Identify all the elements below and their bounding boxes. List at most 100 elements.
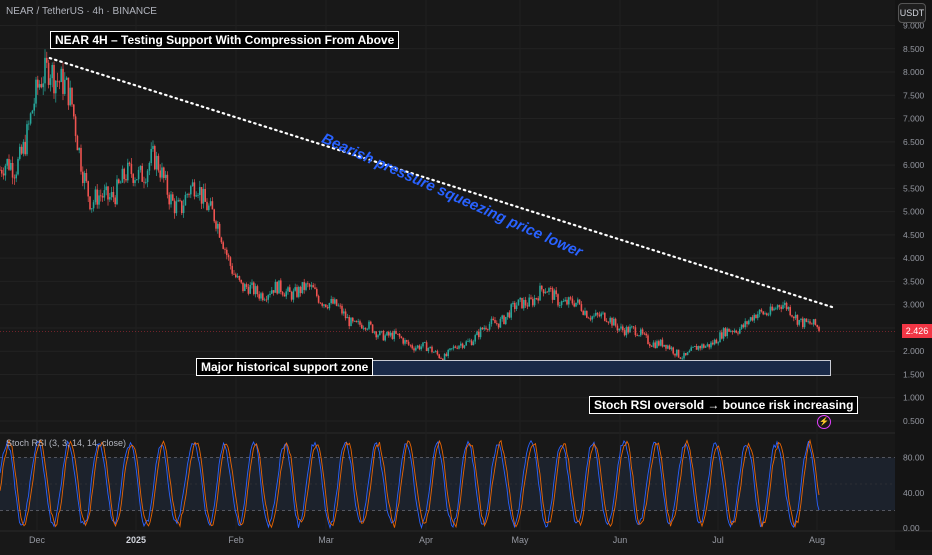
candle-body: [413, 348, 415, 351]
candle-body: [337, 305, 340, 307]
candle-body: [454, 346, 457, 348]
candle-body: [688, 350, 691, 353]
candle-body: [604, 312, 606, 321]
candle-body: [181, 200, 183, 214]
candle-body: [478, 331, 480, 338]
candle-body: [562, 301, 565, 303]
lightning-icon[interactable]: ⚡: [817, 415, 831, 429]
candle-body: [94, 189, 97, 203]
candle-body: [197, 195, 199, 196]
candle-body: [492, 318, 494, 320]
candle-body: [580, 304, 583, 311]
candle-body: [251, 282, 253, 286]
rsi-indicator-title[interactable]: Stoch RSI (3, 3, 14, 14, close): [6, 438, 127, 448]
candle-body: [33, 103, 35, 111]
candle-body: [685, 353, 687, 356]
candle-body: [353, 320, 356, 322]
candle-body: [557, 294, 559, 306]
candle-body: [712, 342, 714, 345]
candle-body: [190, 186, 192, 195]
support-annotation[interactable]: Major historical support zone: [196, 358, 374, 376]
candle-body: [148, 163, 151, 171]
candle-body: [179, 200, 181, 202]
candle-body: [748, 320, 750, 325]
candle-body: [80, 147, 82, 172]
candle-body: [409, 344, 412, 346]
candle-body: [247, 286, 250, 294]
price-axis-bg: [895, 0, 932, 550]
candle-body: [26, 124, 28, 155]
candle-body: [544, 291, 547, 294]
candle-body: [596, 312, 599, 315]
candle-body: [388, 331, 390, 336]
candle-body: [449, 348, 451, 350]
candle-body: [622, 326, 624, 331]
candle-body: [573, 303, 575, 307]
candle-body: [321, 303, 323, 306]
candle-body: [343, 311, 345, 314]
candle-body: [758, 309, 761, 315]
candle-body: [677, 349, 680, 358]
current-price-label: 2.426: [902, 324, 932, 338]
candle-body: [564, 299, 566, 302]
candle-body: [13, 177, 16, 179]
candle-body: [91, 208, 93, 210]
candle-body: [11, 162, 14, 178]
candle-body: [404, 340, 406, 344]
candle-body: [694, 346, 696, 347]
candle-body: [494, 319, 496, 324]
candle-body: [560, 301, 563, 306]
candle-body: [136, 179, 138, 181]
candle-body: [402, 338, 404, 344]
candle-body: [793, 316, 795, 319]
candle-body: [429, 346, 431, 349]
candle-body: [229, 257, 232, 266]
candle-body: [391, 332, 394, 339]
candle-body: [791, 315, 793, 317]
candle-body: [469, 340, 471, 342]
candle-body: [341, 305, 343, 314]
candle-body: [658, 341, 660, 346]
candle-body: [742, 324, 745, 328]
candle-body: [479, 327, 482, 338]
support-zone-box[interactable]: [358, 360, 831, 376]
candle-body: [76, 135, 79, 151]
candle-body: [301, 282, 304, 294]
candle-body: [19, 146, 21, 159]
candle-body: [206, 201, 208, 211]
candle-body: [253, 282, 255, 295]
stoch-rsi-annotation[interactable]: Stoch RSI oversold → bounce risk increas…: [589, 396, 859, 414]
candle-body: [260, 293, 262, 299]
candle-body: [521, 297, 523, 309]
currency-button[interactable]: USDT: [898, 3, 926, 23]
candle-body: [287, 287, 289, 292]
candle-body: [733, 330, 736, 333]
candle-body: [767, 314, 770, 316]
candle-body: [109, 197, 111, 200]
rsi-tick-label: 80.00: [903, 453, 925, 463]
candle-body: [166, 174, 169, 195]
title-annotation[interactable]: NEAR 4H – Testing Support With Compressi…: [50, 31, 400, 49]
candle-body: [150, 148, 152, 164]
candle-body: [10, 162, 12, 170]
candle-body: [690, 347, 692, 351]
candle-body: [649, 343, 651, 346]
candle-body: [163, 167, 165, 178]
candle-body: [125, 179, 127, 181]
candle-body: [578, 299, 581, 305]
candle-body: [809, 321, 811, 324]
price-tick-label: 5.500: [903, 183, 925, 193]
candle-body: [517, 299, 520, 306]
candle-body: [362, 327, 365, 329]
candle-body: [254, 286, 257, 295]
candle-body: [807, 321, 809, 323]
price-tick-label: 6.000: [903, 160, 925, 170]
candle-body: [49, 78, 52, 85]
candle-body: [366, 328, 368, 330]
candle-body: [524, 299, 527, 306]
candle-body: [625, 326, 628, 336]
candle-body: [434, 351, 437, 352]
candle-body: [587, 317, 590, 319]
